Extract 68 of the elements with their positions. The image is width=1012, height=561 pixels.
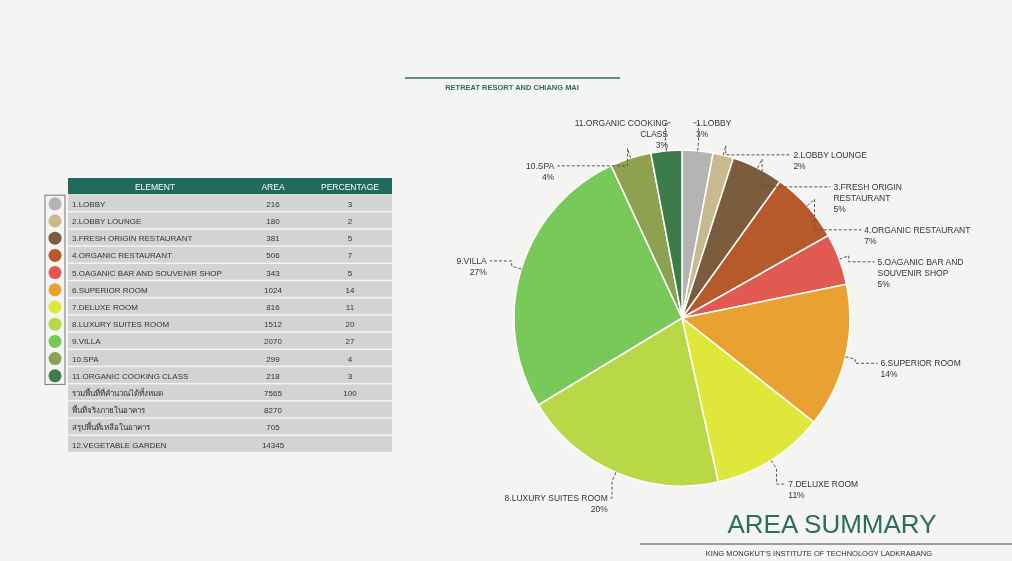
- data-label: 3%: [655, 139, 669, 150]
- data-label: 20: [345, 320, 355, 330]
- data-label: 218: [266, 371, 281, 381]
- data-label: 11: [345, 302, 355, 312]
- series-label: AREA: [261, 182, 285, 192]
- text: PERCENTAGE: [321, 182, 380, 192]
- data-label: 3: [347, 199, 353, 209]
- data-label: 14: [345, 285, 355, 295]
- category-label: 10.SPA: [72, 354, 100, 364]
- slice-label: 10.SPA: [525, 160, 555, 171]
- category-label: 8.LUXURY SUITES ROOM: [72, 320, 170, 330]
- data-label: 2%: [793, 160, 807, 171]
- category-label: 4.ORGANIC RESTAURANT: [72, 251, 172, 261]
- slice-label: 9.VILLA: [456, 255, 488, 266]
- slice-label: 6.SUPERIOR ROOM: [880, 358, 961, 369]
- slice-label: 5.OAGANIC BAR AND SOUVENIR SHOP: [877, 256, 964, 278]
- category-label: สรุปพื้นที่เหลือในอาคาร: [72, 421, 151, 433]
- data-label: 4%: [541, 171, 555, 182]
- slice-label: 4.ORGANIC RESTAURANT: [864, 224, 971, 235]
- data-label: 343: [266, 268, 281, 278]
- data-label: 299: [266, 354, 281, 364]
- category-label: 9.VILLA: [72, 337, 102, 347]
- data-label: 705: [266, 423, 281, 433]
- category-label: 3.FRESH ORIGIN RESTAURANT: [72, 234, 193, 244]
- data-label: 180: [266, 216, 281, 226]
- data-label: 14345: [261, 440, 285, 450]
- slice-label: 7.DELUXE ROOM: [788, 479, 859, 490]
- data-label: 816: [266, 302, 281, 312]
- data-label: 11%: [788, 490, 806, 501]
- data-label: 7%: [864, 235, 878, 246]
- category-label: 11.ORGANIC COOKING CLASS: [72, 371, 189, 381]
- data-label: 1024: [264, 285, 283, 295]
- data-label: 8270: [264, 406, 283, 416]
- slice-label: 3.FRESH ORIGIN RESTAURANT: [833, 181, 902, 203]
- text: AREA SUMMARY: [727, 509, 937, 539]
- data-label: 5: [347, 234, 353, 244]
- category-label: 1.LOBBY: [72, 199, 107, 209]
- data-label: 3: [347, 371, 353, 381]
- data-label: 216: [266, 199, 281, 209]
- slice-label: 8.LUXURY SUITES ROOM: [504, 493, 608, 504]
- data-label: 5%: [833, 203, 847, 214]
- data-label: 27: [345, 337, 355, 347]
- category-label: 5.OAGANIC BAR AND SOUVENIR SHOP: [72, 268, 222, 278]
- data-label: 4: [347, 354, 353, 364]
- category-label: 7.DELUXE ROOM: [72, 302, 139, 312]
- slice-label: 2.LOBBY LOUNGE: [793, 149, 868, 160]
- category-label: รวมพื้นที่ที่คำนวณได้ทั้งหมด: [72, 386, 163, 398]
- category-label: 12.VEGETABLE GARDEN: [72, 440, 167, 450]
- data-label: 381: [266, 234, 281, 244]
- text: ELEMENT: [134, 182, 176, 192]
- category-label: พื้นที่จริงภายในอาคาร: [72, 404, 146, 416]
- data-label: 5: [347, 268, 353, 278]
- data-label: 2: [347, 216, 353, 226]
- category-label: 6.SUPERIOR ROOM: [72, 285, 148, 295]
- data-label: 1512: [264, 320, 283, 330]
- slice-label: 1.LOBBY: [696, 117, 732, 128]
- data-label: 2070: [264, 337, 283, 347]
- category-label: 2.LOBBY LOUNGE: [72, 216, 142, 226]
- data-label: 20%: [590, 504, 609, 515]
- data-label: 14%: [880, 369, 898, 380]
- data-label: 27%: [469, 266, 488, 277]
- data-label: 3%: [696, 128, 709, 139]
- data-label: 5%: [877, 278, 891, 289]
- data-label: 506: [266, 251, 281, 261]
- slice-label: 11.ORGANIC COOKING CLASS: [574, 117, 669, 139]
- data-label: 7565: [264, 388, 283, 398]
- data-label: 7: [347, 251, 353, 261]
- data-label: 100: [343, 388, 358, 398]
